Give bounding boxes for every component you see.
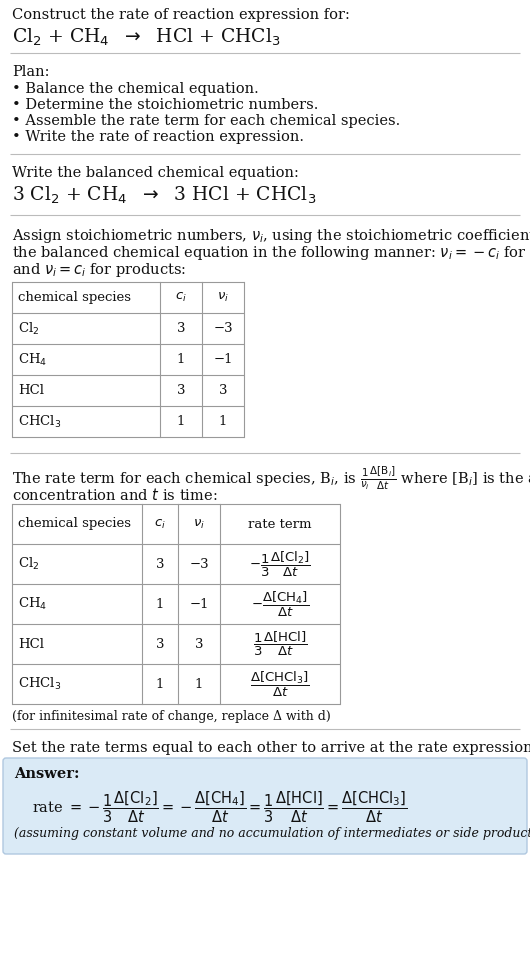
Text: $\dfrac{\Delta[\mathrm{CHCl_3}]}{\Delta t}$: $\dfrac{\Delta[\mathrm{CHCl_3}]}{\Delta … <box>250 670 310 699</box>
Text: The rate term for each chemical species, B$_i$, is $\frac{1}{\nu_i}\frac{\Delta[: The rate term for each chemical species,… <box>12 465 530 493</box>
Text: $-\dfrac{\Delta[\mathrm{CH_4}]}{\Delta t}$: $-\dfrac{\Delta[\mathrm{CH_4}]}{\Delta t… <box>251 590 309 619</box>
Text: $\dfrac{1}{3}\dfrac{\Delta[\mathrm{HCl}]}{\Delta t}$: $\dfrac{1}{3}\dfrac{\Delta[\mathrm{HCl}]… <box>253 630 307 658</box>
Text: Set the rate terms equal to each other to arrive at the rate expression:: Set the rate terms equal to each other t… <box>12 741 530 755</box>
Text: 1: 1 <box>177 353 185 366</box>
Text: concentration and $t$ is time:: concentration and $t$ is time: <box>12 487 217 503</box>
Text: (assuming constant volume and no accumulation of intermediates or side products): (assuming constant volume and no accumul… <box>14 827 530 840</box>
Text: chemical species: chemical species <box>18 291 131 304</box>
Text: 3 Cl$_2$ + CH$_4$  $\rightarrow$  3 HCl + CHCl$_3$: 3 Cl$_2$ + CH$_4$ $\rightarrow$ 3 HCl + … <box>12 185 316 206</box>
Text: 1: 1 <box>156 597 164 611</box>
Text: Assign stoichiometric numbers, $\nu_i$, using the stoichiometric coefficients, $: Assign stoichiometric numbers, $\nu_i$, … <box>12 227 530 245</box>
Text: 3: 3 <box>176 322 186 335</box>
Text: −3: −3 <box>189 557 209 571</box>
Text: chemical species: chemical species <box>18 517 131 531</box>
Text: CH$_4$: CH$_4$ <box>18 596 47 612</box>
Text: Answer:: Answer: <box>14 767 80 781</box>
Text: • Determine the stoichiometric numbers.: • Determine the stoichiometric numbers. <box>12 98 319 112</box>
Text: Cl$_2$: Cl$_2$ <box>18 556 39 572</box>
Text: 1: 1 <box>177 415 185 428</box>
Text: 3: 3 <box>156 557 164 571</box>
Text: • Write the rate of reaction expression.: • Write the rate of reaction expression. <box>12 130 304 144</box>
Text: (for infinitesimal rate of change, replace Δ with d): (for infinitesimal rate of change, repla… <box>12 710 331 723</box>
Text: CHCl$_3$: CHCl$_3$ <box>18 676 61 692</box>
Text: −3: −3 <box>213 322 233 335</box>
Text: 3: 3 <box>156 637 164 650</box>
Text: CHCl$_3$: CHCl$_3$ <box>18 414 61 429</box>
Text: Construct the rate of reaction expression for:: Construct the rate of reaction expressio… <box>12 8 350 22</box>
Text: CH$_4$: CH$_4$ <box>18 351 47 368</box>
Text: the balanced chemical equation in the following manner: $\nu_i = -c_i$ for react: the balanced chemical equation in the fo… <box>12 244 530 262</box>
Text: 1: 1 <box>219 415 227 428</box>
Text: Plan:: Plan: <box>12 65 49 79</box>
Text: HCl: HCl <box>18 637 44 650</box>
Text: rate term: rate term <box>248 517 312 531</box>
Text: −1: −1 <box>213 353 233 366</box>
Text: • Assemble the rate term for each chemical species.: • Assemble the rate term for each chemic… <box>12 114 400 128</box>
Text: 1: 1 <box>156 677 164 690</box>
Text: $c_i$: $c_i$ <box>154 517 166 531</box>
Text: rate $= -\dfrac{1}{3}\dfrac{\Delta[\mathrm{Cl_2}]}{\Delta t} = -\dfrac{\Delta[\m: rate $= -\dfrac{1}{3}\dfrac{\Delta[\math… <box>32 789 408 825</box>
Text: $c_i$: $c_i$ <box>175 291 187 305</box>
Text: 3: 3 <box>176 384 186 397</box>
Text: $-\dfrac{1}{3}\dfrac{\Delta[\mathrm{Cl_2}]}{\Delta t}$: $-\dfrac{1}{3}\dfrac{\Delta[\mathrm{Cl_2… <box>249 549 311 579</box>
Text: $\nu_i$: $\nu_i$ <box>193 517 205 531</box>
Text: Write the balanced chemical equation:: Write the balanced chemical equation: <box>12 166 299 180</box>
Text: • Balance the chemical equation.: • Balance the chemical equation. <box>12 82 259 96</box>
Text: Cl$_2$ + CH$_4$  $\rightarrow$  HCl + CHCl$_3$: Cl$_2$ + CH$_4$ $\rightarrow$ HCl + CHCl… <box>12 27 280 48</box>
Text: 3: 3 <box>219 384 227 397</box>
Text: 3: 3 <box>195 637 203 650</box>
Text: 1: 1 <box>195 677 203 690</box>
Text: −1: −1 <box>189 597 209 611</box>
Text: Cl$_2$: Cl$_2$ <box>18 320 39 337</box>
Text: and $\nu_i = c_i$ for products:: and $\nu_i = c_i$ for products: <box>12 261 187 279</box>
FancyBboxPatch shape <box>3 758 527 854</box>
Text: $\nu_i$: $\nu_i$ <box>217 291 229 305</box>
Text: HCl: HCl <box>18 384 44 397</box>
